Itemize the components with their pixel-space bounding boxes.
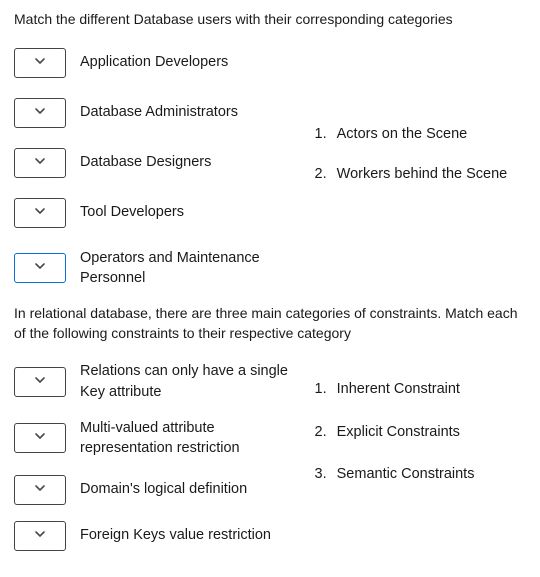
q1-item-3-dropdown[interactable]	[14, 198, 66, 228]
match-row: Database Administrators	[14, 98, 291, 128]
q2-item-1-dropdown[interactable]	[14, 423, 66, 453]
q2-item-2-dropdown[interactable]	[14, 475, 66, 505]
match-row: Domain's logical definition	[14, 475, 291, 505]
match-row: Multi-valued attribute representation re…	[14, 418, 291, 459]
chevron-down-icon	[34, 53, 46, 73]
q2-prompt: In relational database, there are three …	[14, 304, 526, 343]
q1-item-1-dropdown[interactable]	[14, 98, 66, 128]
match-row: Foreign Keys value restriction	[14, 521, 291, 551]
chevron-down-icon	[34, 526, 46, 546]
q1-prompt: Match the different Database users with …	[14, 10, 526, 30]
choice-item: Workers behind the Scene	[331, 164, 526, 184]
chevron-down-icon	[34, 428, 46, 448]
chevron-down-icon	[34, 258, 46, 278]
chevron-down-icon	[34, 203, 46, 223]
q1-item-0-dropdown[interactable]	[14, 48, 66, 78]
q2-match-block: Relations can only have a single Key att…	[14, 361, 526, 566]
match-item-label: Database Designers	[80, 152, 211, 172]
match-item-label: Domain's logical definition	[80, 479, 247, 499]
q2-item-3-dropdown[interactable]	[14, 521, 66, 551]
choice-item: Semantic Constraints	[331, 464, 526, 484]
q2-item-0-dropdown[interactable]	[14, 367, 66, 397]
match-item-label: Multi-valued attribute representation re…	[80, 418, 291, 459]
chevron-down-icon	[34, 103, 46, 123]
q2-items: Relations can only have a single Key att…	[14, 361, 291, 566]
q1-item-4-dropdown[interactable]	[14, 253, 66, 283]
chevron-down-icon	[34, 153, 46, 173]
q1-choices: Actors on the Scene Workers behind the S…	[309, 48, 526, 205]
q2-choices: Inherent Constraint Explicit Constraints…	[309, 361, 526, 506]
match-item-label: Database Administrators	[80, 102, 238, 122]
choice-item: Inherent Constraint	[331, 379, 526, 399]
match-item-label: Operators and Maintenance Personnel	[80, 248, 291, 289]
match-row: Application Developers	[14, 48, 291, 78]
match-item-label: Tool Developers	[80, 202, 184, 222]
choice-item: Actors on the Scene	[331, 124, 526, 144]
chevron-down-icon	[34, 480, 46, 500]
match-row: Relations can only have a single Key att…	[14, 361, 291, 402]
q1-item-2-dropdown[interactable]	[14, 148, 66, 178]
match-item-label: Foreign Keys value restriction	[80, 525, 271, 545]
q1-items: Application Developers Database Administ…	[14, 48, 291, 301]
match-row: Operators and Maintenance Personnel	[14, 248, 291, 289]
match-row: Database Designers	[14, 148, 291, 178]
match-item-label: Relations can only have a single Key att…	[80, 361, 291, 402]
match-row: Tool Developers	[14, 198, 291, 228]
match-item-label: Application Developers	[80, 52, 228, 72]
chevron-down-icon	[34, 372, 46, 392]
choice-item: Explicit Constraints	[331, 422, 526, 442]
q1-match-block: Application Developers Database Administ…	[14, 48, 526, 301]
